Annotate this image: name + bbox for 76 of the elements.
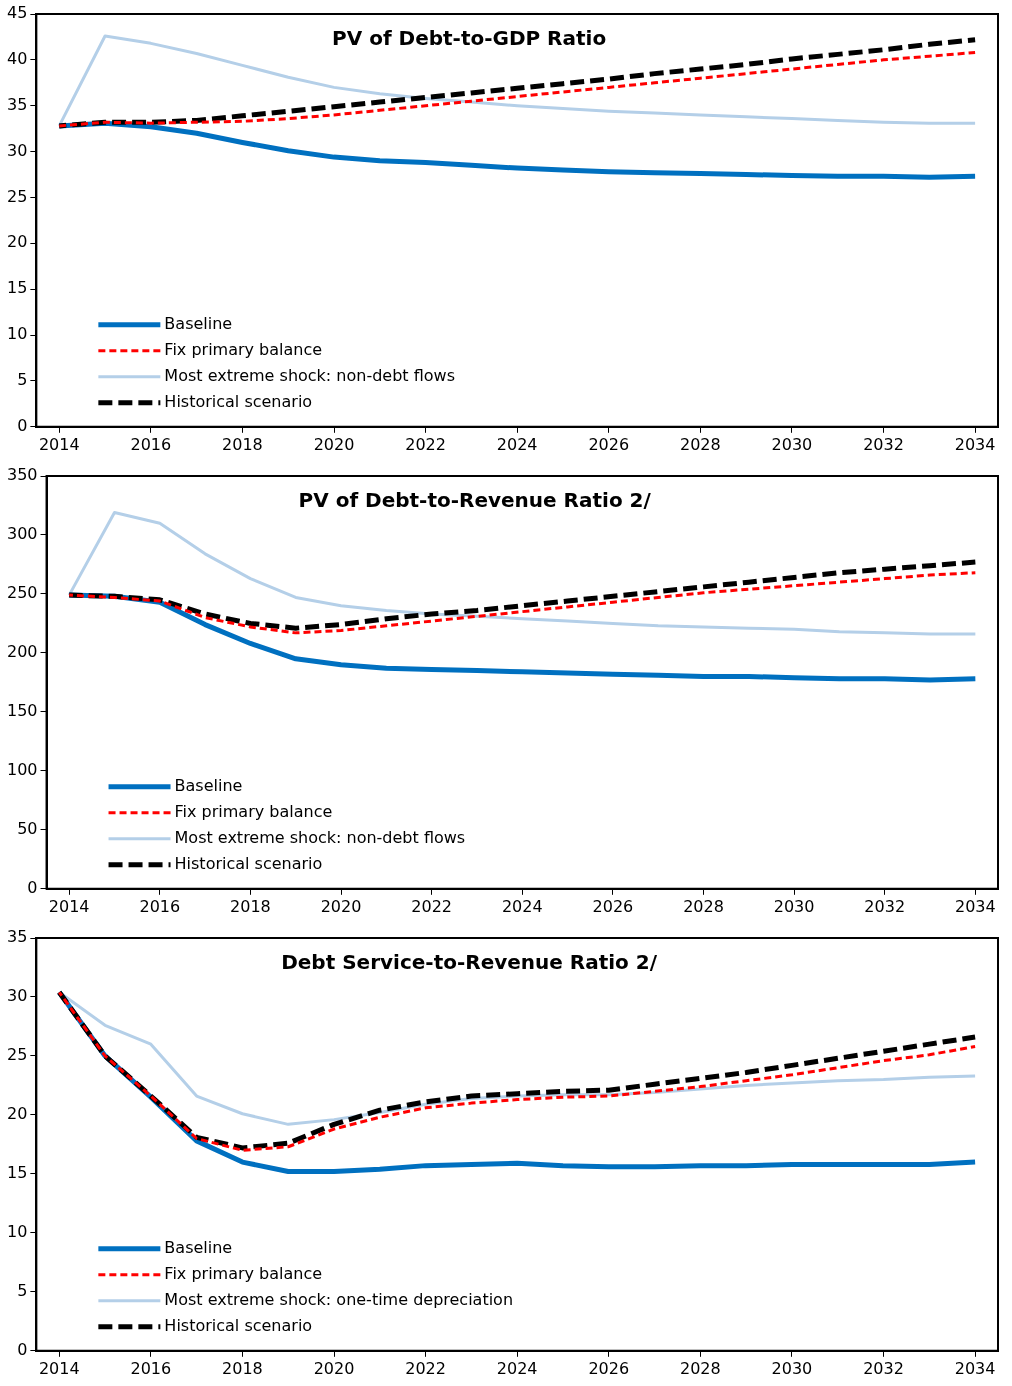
y-tick-label: 0 — [27, 877, 38, 897]
legend-label: Historical scenario — [174, 853, 323, 873]
x-tick-label: 2022 — [405, 434, 446, 454]
y-tick-label: 25 — [7, 1045, 28, 1065]
y-tick-label: 100 — [6, 760, 38, 780]
x-tick-label: 2020 — [313, 1358, 355, 1378]
x-tick-label: 2024 — [501, 896, 543, 916]
x-tick-label: 2028 — [679, 1358, 721, 1378]
x-tick-label: 2018 — [222, 1358, 263, 1378]
text: PV of Debt-to-GDP Ratio — [332, 26, 607, 51]
y-tick-label: 350 — [6, 465, 38, 485]
y-tick-label: 15 — [7, 1163, 28, 1183]
x-tick-label: 2014 — [38, 1358, 80, 1378]
x-tick-label: 2020 — [313, 434, 355, 454]
legend-label: Most extreme shock: non-debt flows — [164, 365, 455, 385]
legend-label: Fix primary balance — [164, 1263, 323, 1283]
y-tick-label: 15 — [7, 278, 28, 298]
legend-label: Baseline — [164, 313, 233, 333]
y-tick-label: 30 — [7, 140, 28, 160]
x-tick-label: 2026 — [588, 1358, 630, 1378]
x-tick-label: 2028 — [679, 434, 721, 454]
x-tick-label: 2018 — [230, 896, 271, 916]
x-tick-label: 2030 — [771, 1358, 813, 1378]
x-tick-label: 2016 — [130, 1358, 172, 1378]
line-series — [57, 51, 977, 128]
text: Debt Service-to-Revenue Ratio 2/ — [281, 950, 658, 975]
legend-label: Fix primary balance — [174, 801, 333, 821]
y-tick-label: 25 — [7, 186, 28, 206]
legend-label: Historical scenario — [164, 1315, 313, 1335]
legend-label: Most extreme shock: one-time depreciation — [164, 1289, 514, 1309]
x-tick-label: 2030 — [773, 896, 815, 916]
x-tick-label: 2018 — [222, 434, 263, 454]
y-tick-label: 30 — [7, 986, 28, 1006]
x-tick-label: 2014 — [38, 434, 80, 454]
x-tick-label: 2014 — [48, 896, 90, 916]
x-tick-label: 2022 — [405, 1358, 446, 1378]
y-tick-label: 150 — [6, 701, 38, 721]
y-tick-label: 200 — [6, 642, 38, 662]
x-tick-label: 2024 — [496, 1358, 538, 1378]
y-tick-label: 35 — [7, 94, 28, 114]
x-tick-label: 2020 — [320, 896, 362, 916]
y-tick-label: 10 — [7, 324, 28, 344]
text: PV of Debt-to-Revenue Ratio 2/ — [298, 488, 652, 513]
legend-label: Baseline — [174, 775, 243, 795]
x-tick-label: 2016 — [130, 434, 172, 454]
y-tick-label: 250 — [6, 583, 38, 603]
y-tick-label: 45 — [7, 3, 28, 23]
line-series — [67, 571, 977, 635]
x-tick-label: 2028 — [683, 896, 724, 916]
y-tick-label: 5 — [17, 1280, 28, 1300]
legend-label: Fix primary balance — [164, 339, 323, 359]
x-tick-label: 2032 — [863, 1358, 904, 1378]
y-tick-label: 300 — [6, 524, 38, 544]
x-tick-label: 2030 — [771, 434, 813, 454]
y-tick-label: 20 — [7, 232, 28, 252]
legend-label: Most extreme shock: non-debt flows — [174, 827, 466, 847]
x-tick-label: 2022 — [411, 896, 453, 916]
legend-label: Historical scenario — [164, 391, 313, 411]
x-tick-label: 2024 — [496, 434, 538, 454]
y-tick-label: 20 — [7, 1104, 28, 1124]
x-tick-label: 2034 — [954, 434, 996, 454]
x-tick-label: 2026 — [588, 434, 630, 454]
y-tick-label: 35 — [7, 927, 28, 947]
y-tick-label: 10 — [7, 1222, 28, 1242]
x-tick-label: 2034 — [954, 896, 996, 916]
y-tick-label: 40 — [7, 49, 28, 69]
y-tick-label: 0 — [17, 1339, 28, 1359]
x-tick-label: 2032 — [864, 896, 906, 916]
y-tick-label: 5 — [17, 370, 28, 390]
y-tick-label: 0 — [17, 415, 28, 435]
x-tick-label: 2032 — [863, 434, 904, 454]
legend-label: Baseline — [164, 1237, 233, 1257]
x-tick-label: 2016 — [139, 896, 181, 916]
x-tick-label: 2026 — [592, 896, 634, 916]
x-tick-label: 2034 — [954, 1358, 996, 1378]
y-tick-label: 50 — [17, 818, 38, 838]
